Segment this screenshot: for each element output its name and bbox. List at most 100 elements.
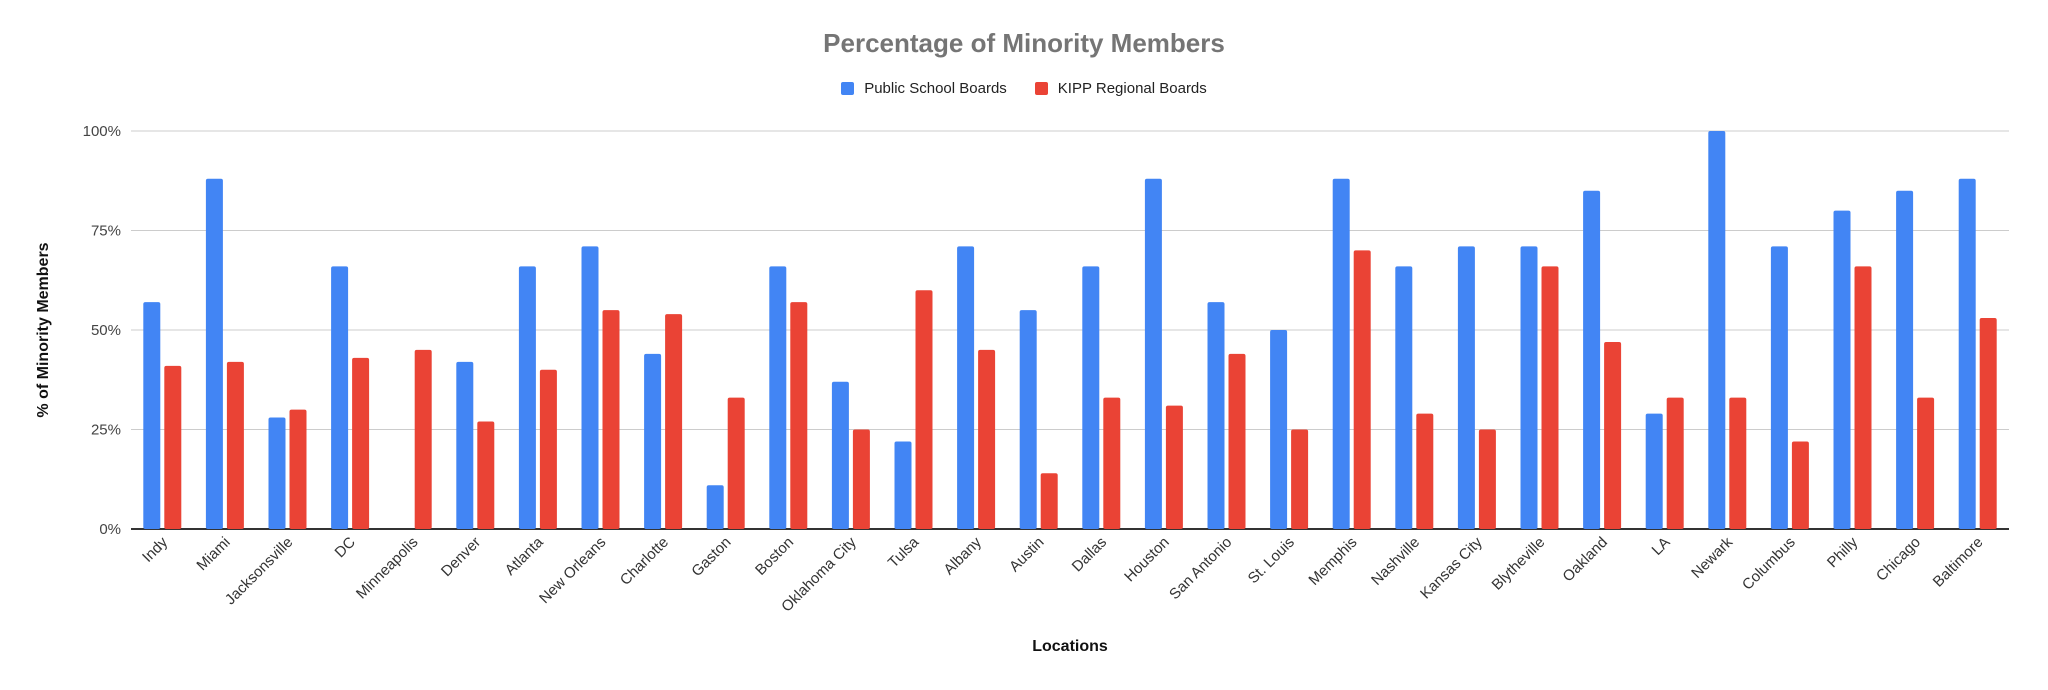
- bar-kipp: [226, 361, 244, 529]
- bar-public: [1583, 190, 1601, 529]
- bar-kipp: [1416, 413, 1434, 529]
- x-tick-label: Kansas City: [1417, 533, 1486, 602]
- bar-kipp: [352, 357, 370, 529]
- x-tick-label: Tulsa: [885, 533, 923, 571]
- y-tick-label: 25%: [91, 422, 121, 439]
- x-tick-label: Atlanta: [502, 533, 548, 579]
- x-tick-label: Albany: [940, 533, 985, 578]
- chart-title: Percentage of Minority Members: [823, 28, 1225, 58]
- bar-kipp: [1604, 341, 1622, 529]
- bar-public: [1270, 330, 1288, 529]
- bar-kipp: [1040, 473, 1058, 529]
- bar-public: [1520, 246, 1538, 530]
- x-tick-label: Oakland: [1559, 534, 1611, 586]
- x-tick-label: Blytheville: [1489, 534, 1549, 594]
- bar-public: [1708, 131, 1726, 529]
- x-tick-label: Jacksonsville: [222, 534, 297, 609]
- bar-kipp: [1478, 429, 1496, 529]
- bar-kipp: [1917, 397, 1935, 529]
- bar-kipp: [289, 409, 307, 529]
- bar-kipp: [915, 290, 933, 529]
- x-tick-label: Boston: [752, 534, 797, 579]
- x-tick-label: San Antonio: [1166, 534, 1235, 603]
- bar-kipp: [978, 349, 996, 529]
- bar-public: [831, 381, 849, 529]
- bar-kipp: [1541, 266, 1559, 529]
- bar-public: [1144, 178, 1162, 529]
- bar-public: [1645, 413, 1663, 529]
- x-tick-label: Nashville: [1368, 534, 1423, 589]
- bar-kipp: [665, 314, 683, 529]
- bar-public: [143, 302, 161, 529]
- bar-kipp: [414, 349, 432, 529]
- bar-public: [644, 353, 662, 529]
- x-tick-label: St. Louis: [1245, 534, 1298, 587]
- bar-public: [581, 246, 599, 530]
- x-tick-label: Newark: [1688, 533, 1736, 581]
- x-tick-label: Miami: [193, 534, 233, 574]
- bar-public: [205, 178, 223, 529]
- bar-kipp: [539, 369, 557, 529]
- bar-kipp: [1729, 397, 1747, 529]
- bar-kipp: [852, 429, 870, 529]
- y-tick-label: 75%: [91, 223, 121, 240]
- bar-public: [1082, 266, 1100, 529]
- bar-public: [456, 361, 474, 529]
- bar-kipp: [1979, 318, 1997, 529]
- bar-public: [1207, 302, 1225, 529]
- bar-public: [957, 246, 975, 530]
- legend-swatch-public: [841, 82, 855, 95]
- x-tick-label: Baltimore: [1930, 534, 1987, 591]
- bar-kipp: [477, 421, 495, 529]
- bar-public: [769, 266, 787, 529]
- bar-kipp: [1666, 397, 1684, 529]
- bar-public: [706, 485, 724, 529]
- bar-public: [518, 266, 536, 529]
- bar-kipp: [727, 397, 745, 529]
- legend-item-kipp[interactable]: KIPP Regional Boards: [1034, 80, 1207, 97]
- bar-public: [1770, 246, 1788, 530]
- bar-public: [1019, 310, 1037, 529]
- legend-swatch-kipp: [1034, 82, 1048, 95]
- bar-public: [1833, 210, 1851, 529]
- x-tick-label: LA: [1649, 534, 1674, 559]
- legend-label-public: Public School Boards: [864, 80, 1007, 97]
- legend-label-kipp: KIPP Regional Boards: [1057, 80, 1207, 97]
- bar-public: [894, 441, 912, 529]
- legend: Public School Boards KIPP Regional Board…: [0, 80, 2048, 97]
- bar-kipp: [602, 310, 620, 529]
- x-tick-label: Philly: [1824, 533, 1862, 571]
- x-tick-label: Chicago: [1873, 534, 1924, 585]
- y-tick-label: 100%: [83, 123, 121, 140]
- bar-kipp: [1228, 353, 1246, 529]
- x-tick-label: Austin: [1006, 534, 1048, 576]
- x-tick-label: Charlotte: [617, 534, 672, 589]
- x-tick-label: Gaston: [688, 534, 734, 580]
- bar-public: [1395, 266, 1413, 529]
- x-axis-title: Locations: [1032, 638, 1108, 655]
- x-tick-label: Memphis: [1305, 534, 1360, 589]
- bar-kipp: [1353, 250, 1371, 529]
- x-tick-label: Columbus: [1739, 534, 1799, 594]
- x-tick-label: Houston: [1121, 534, 1173, 586]
- bar-public: [1896, 190, 1914, 529]
- bar-public: [268, 417, 286, 529]
- bar-kipp: [1103, 397, 1121, 529]
- bar-kipp: [1854, 266, 1872, 529]
- legend-item-public[interactable]: Public School Boards: [841, 80, 1007, 97]
- bar-kipp: [790, 302, 808, 529]
- x-tick-label: Indy: [139, 533, 171, 565]
- bar-public: [1332, 178, 1350, 529]
- x-tick-label: Dallas: [1069, 534, 1110, 575]
- y-tick-label: 0%: [99, 521, 121, 538]
- bar-public: [331, 266, 349, 529]
- x-tick-label: New Orleans: [536, 534, 609, 607]
- y-axis-title: % of Minority Members: [35, 242, 52, 417]
- x-tick-label: Minneapolis: [353, 534, 422, 603]
- bar-kipp: [1165, 405, 1183, 529]
- bar-kipp: [1291, 429, 1309, 529]
- bar-kipp: [1791, 441, 1809, 529]
- bar-kipp: [164, 365, 182, 529]
- bar-public: [1457, 246, 1475, 530]
